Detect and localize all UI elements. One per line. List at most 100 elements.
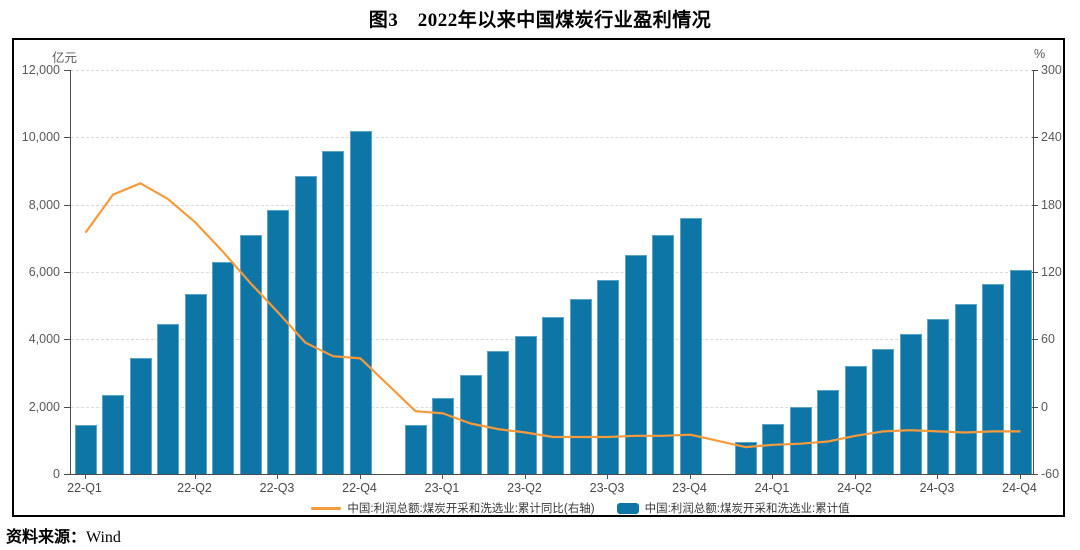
x-axis-tick xyxy=(772,474,773,479)
bar xyxy=(597,280,619,474)
left-axis-tick xyxy=(64,406,70,408)
legend-item-profit-bar: 中国:利润总额:煤炭开采和洗选业:累计值 xyxy=(616,500,850,516)
bar xyxy=(184,293,207,474)
x-axis-tick xyxy=(854,474,856,479)
legend-label-profit: 中国:利润总额:煤炭开采和洗选业:累计值 xyxy=(644,503,850,515)
legend: 中国:利润总额:煤炭开采和洗选业:累计同比(右轴) 中国:利润总额:煤炭开采和洗… xyxy=(56,500,1080,516)
x-axis-tick xyxy=(607,474,608,479)
left-axis-unit: 亿元 xyxy=(52,51,78,65)
bar xyxy=(432,398,454,474)
bar xyxy=(322,150,344,474)
right-axis-tick-label: 120 xyxy=(1041,265,1062,279)
x-axis-tick xyxy=(277,474,278,479)
right-axis-tick-label: 180 xyxy=(1041,197,1062,212)
bar-series-swatch xyxy=(616,502,639,514)
x-axis-tick-label: 24-Q4 xyxy=(1002,481,1037,495)
left-axis-tick-label: 6,000 xyxy=(28,265,60,279)
right-axis-tick xyxy=(1032,474,1038,475)
line-layer xyxy=(84,182,1021,449)
bar xyxy=(789,406,812,474)
chart-title: 图3 2022年以来中国煤炭行业盈利情况 xyxy=(368,10,712,31)
x-axis-tick xyxy=(937,474,938,479)
x-axis-tick-label: 22-Q1 xyxy=(67,481,102,495)
right-axis-tick xyxy=(1032,137,1038,139)
x-axis-tick-label: 23-Q3 xyxy=(589,481,625,495)
gridline xyxy=(71,204,1033,206)
left-axis-tick-label: 4,000 xyxy=(28,332,60,347)
x-axis-tick xyxy=(524,474,526,479)
right-axis-tick-label: 60 xyxy=(1041,332,1055,347)
right-axis-tick-label: -60 xyxy=(1041,467,1060,481)
bar xyxy=(1009,270,1032,474)
right-axis-unit: % xyxy=(1034,47,1046,61)
bar xyxy=(762,423,784,474)
left-axis-tick-label: 2,000 xyxy=(28,399,60,414)
bar xyxy=(734,442,757,474)
bar xyxy=(624,255,647,474)
x-axis-tick-label: 24-Q1 xyxy=(754,481,790,495)
left-axis-tick-label: 0 xyxy=(53,467,60,481)
bar xyxy=(102,394,124,474)
left-axis-tick xyxy=(64,339,70,341)
data-source: 资料来源：Wind xyxy=(6,523,121,547)
left-axis-tick-label: 8,000 xyxy=(28,197,60,212)
right-axis-tick xyxy=(1032,204,1038,206)
bar xyxy=(239,234,262,474)
bar xyxy=(569,298,592,474)
x-axis-tick-label: 23-Q2 xyxy=(507,481,542,495)
left-axis-tick-label: 10,000 xyxy=(21,130,60,145)
right-axis-tick xyxy=(1032,406,1038,408)
bar xyxy=(487,351,509,474)
yoy-line xyxy=(84,182,1021,449)
bar xyxy=(514,335,537,474)
x-axis-tick xyxy=(84,474,86,479)
bar xyxy=(74,425,97,474)
bar xyxy=(872,349,894,474)
left-axis-tick xyxy=(64,272,70,273)
line-series-swatch xyxy=(311,506,342,510)
right-axis-tick xyxy=(1032,70,1038,71)
x-axis-tick xyxy=(689,474,691,479)
bar xyxy=(982,283,1004,474)
chart-frame: 亿元 % 中国:利润总额:煤炭开采和洗选业:累计同比(右轴) 中国:利润总额:煤… xyxy=(12,38,1065,517)
x-axis-tick-label: 22-Q2 xyxy=(177,481,212,495)
bar xyxy=(404,425,427,474)
legend-item-yoy-line: 中国:利润总额:煤炭开采和洗选业:累计同比(右轴) xyxy=(311,500,595,516)
x-axis-tick-label: 22-Q3 xyxy=(259,481,295,495)
bar xyxy=(844,366,867,474)
gridline xyxy=(71,272,1033,273)
x-axis-tick-label: 24-Q3 xyxy=(919,481,955,495)
x-axis-tick xyxy=(359,474,361,479)
right-axis-tick xyxy=(1032,272,1038,273)
x-axis-tick-label: 22-Q4 xyxy=(342,481,377,495)
data-source-prefix: 资料来源： xyxy=(6,529,87,546)
x-axis-tick-label: 24-Q2 xyxy=(837,481,872,495)
bar xyxy=(679,218,702,474)
bar xyxy=(294,176,317,474)
gridline xyxy=(71,70,1033,71)
left-axis-tick-label: 12,000 xyxy=(21,63,60,77)
left-axis-tick xyxy=(64,70,70,71)
right-axis-tick-label: 300 xyxy=(1041,63,1062,77)
x-axis-tick xyxy=(194,474,196,479)
bar xyxy=(927,319,949,474)
legend-label-yoy: 中国:利润总额:煤炭开采和洗选业:累计同比(右轴) xyxy=(347,503,595,515)
plot-area xyxy=(70,70,1034,475)
x-axis-tick xyxy=(442,474,443,479)
bar xyxy=(267,209,289,474)
bar xyxy=(129,357,152,474)
x-axis-tick-label: 23-Q1 xyxy=(424,481,460,495)
data-source-name: Wind xyxy=(86,529,121,546)
x-axis-tick-label: 23-Q4 xyxy=(672,481,707,495)
bar xyxy=(157,324,179,474)
left-axis-tick xyxy=(64,204,70,206)
bar xyxy=(349,130,372,474)
left-axis-tick xyxy=(64,474,70,475)
right-axis-tick-label: 240 xyxy=(1041,130,1062,145)
gridline xyxy=(71,137,1033,139)
x-axis-tick xyxy=(1019,474,1021,479)
right-axis-tick-label: 0 xyxy=(1041,399,1048,414)
bar xyxy=(212,261,234,474)
bar xyxy=(817,389,839,474)
bar xyxy=(652,234,674,474)
